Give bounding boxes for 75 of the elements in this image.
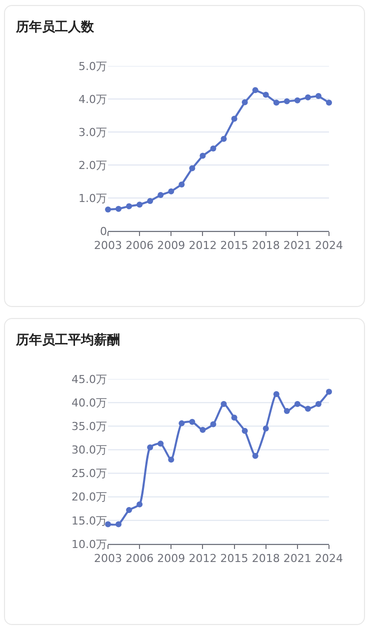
point [220, 136, 227, 142]
y-tick-label: 15.0万 [72, 514, 107, 528]
y-tick-label: 25.0万 [72, 467, 107, 480]
point [294, 400, 300, 407]
point [168, 456, 174, 463]
y-tick-label: 20.0万 [72, 490, 107, 504]
point [105, 206, 111, 213]
point [315, 93, 322, 100]
point [304, 406, 311, 412]
y-tick-label: 45.0万 [72, 372, 107, 386]
point [189, 418, 196, 425]
point [231, 116, 238, 122]
y-tick-label: 5.0万 [78, 60, 107, 73]
x-tick-label: 2003 [94, 552, 122, 566]
point [284, 98, 290, 104]
x-tick-label: 2018 [252, 239, 280, 252]
y-tick-label: 2.0万 [78, 158, 107, 172]
point [231, 414, 238, 421]
y-tick-label: 4.0万 [78, 92, 107, 106]
point [116, 206, 122, 212]
point [242, 99, 248, 106]
point [326, 388, 332, 395]
point [147, 198, 154, 204]
point [136, 501, 143, 508]
x-tick-label: 2006 [126, 552, 154, 566]
point [304, 94, 311, 100]
x-tick-label: 2009 [157, 239, 186, 252]
x-tick-label: 2009 [157, 552, 186, 566]
y-tick-label: 30.0万 [72, 444, 107, 457]
x-tick-label: 2015 [220, 239, 248, 252]
point [178, 420, 185, 426]
point [189, 165, 196, 172]
point [126, 507, 132, 514]
point [200, 426, 206, 433]
x-tick-label: 2015 [220, 552, 248, 566]
point [262, 426, 269, 432]
x-tick-label: 2021 [283, 239, 312, 252]
point [126, 203, 132, 210]
x-tick-label: 2012 [188, 239, 217, 252]
x-tick-label: 2024 [315, 239, 343, 252]
point [262, 92, 269, 98]
x-tick-label: 2006 [126, 239, 154, 252]
point [220, 400, 227, 407]
point [242, 428, 248, 434]
point [168, 188, 174, 194]
point [252, 452, 258, 459]
y-tick-label: 10.0万 [72, 538, 107, 551]
point [210, 421, 216, 428]
y-tick-label: 40.0万 [72, 396, 107, 410]
point [147, 444, 154, 450]
point [178, 181, 185, 188]
x-tick-label: 2021 [283, 552, 312, 566]
point [158, 440, 164, 447]
point [136, 202, 143, 208]
point [315, 400, 322, 407]
y-tick-label: 0 [100, 224, 107, 238]
chart-title: 历年员工平均薪酬 [16, 332, 120, 349]
point [273, 100, 280, 106]
point [158, 192, 164, 198]
point [210, 146, 216, 152]
point [284, 408, 290, 414]
point [294, 97, 300, 104]
point [200, 152, 206, 159]
point [252, 87, 258, 94]
point [273, 391, 280, 398]
y-tick-label: 3.0万 [78, 126, 107, 139]
y-tick-label: 35.0万 [72, 420, 107, 433]
x-tick-label: 2003 [94, 239, 122, 252]
point [116, 521, 122, 528]
x-tick-label: 2012 [188, 552, 217, 566]
x-tick-label: 2018 [252, 552, 280, 566]
y-tick-label: 1.0万 [78, 192, 107, 205]
chart-title: 历年员工人数 [16, 19, 94, 36]
point [326, 100, 332, 106]
x-tick-label: 2024 [315, 552, 343, 566]
